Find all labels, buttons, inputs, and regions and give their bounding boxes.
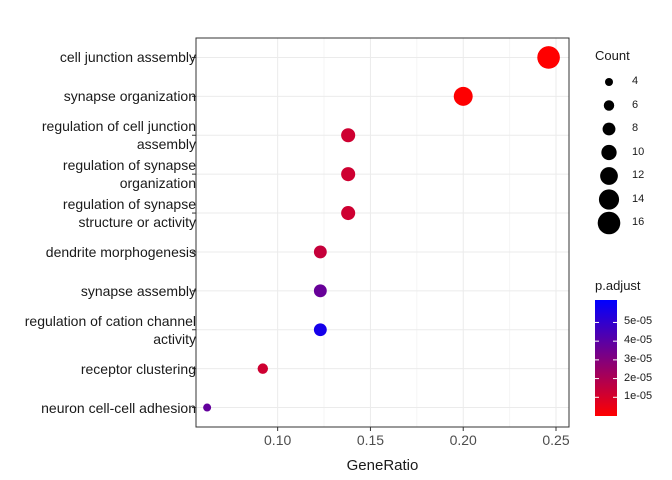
color-legend-label: 2e-05 (624, 371, 653, 384)
size-legend-key (597, 211, 621, 235)
size-legend-key (601, 144, 617, 161)
size-legend-label: 8 (632, 122, 639, 134)
x-tick-label: 0.25 (542, 432, 570, 448)
data-point (313, 245, 327, 259)
y-tick-label: synapse assembly (80, 282, 196, 299)
size-legend-label: 10 (632, 145, 645, 158)
data-point (313, 323, 327, 337)
x-tick-label: 0.10 (264, 432, 292, 448)
y-tick-label: regulation of cell junction assembly (41, 118, 196, 153)
data-point (203, 403, 212, 412)
y-tick-label: neuron cell-cell adhesion (41, 399, 196, 416)
color-bar (595, 300, 617, 416)
data-point (341, 206, 356, 221)
size-legend-label: 6 (632, 98, 639, 111)
y-tick-label: regulation of synapse structure or activ… (62, 196, 196, 231)
grid-lines (196, 38, 569, 427)
data-point (537, 46, 560, 69)
x-axis-title: GeneRatio (346, 457, 419, 474)
color-legend-title: p.adjust (595, 278, 641, 293)
y-tick-label: receptor clustering (80, 360, 196, 377)
y-tick-label: dendrite morphogenesis (45, 243, 196, 260)
color-bar-ticks (595, 321, 617, 398)
color-legend-label: 1e-05 (624, 390, 653, 403)
size-legend-label: 12 (632, 169, 645, 181)
color-legend-label: 5e-05 (624, 315, 653, 328)
size-legend-label: 14 (632, 192, 645, 205)
size-legend-keys (597, 78, 621, 235)
size-legend-key (602, 122, 616, 136)
color-legend-label: 3e-05 (624, 352, 653, 365)
color-legend-label: 4e-05 (624, 334, 653, 347)
x-tick-label: 0.15 (356, 432, 385, 448)
data-point (313, 284, 327, 298)
size-legend-key (603, 100, 615, 111)
x-tick-label: 0.20 (449, 432, 477, 448)
data-point (341, 128, 356, 143)
size-legend-label: 4 (632, 75, 639, 87)
panel-border (195, 37, 570, 428)
y-tick-label: cell junction assembly (59, 49, 196, 66)
data-point (453, 86, 473, 106)
data-points (203, 46, 560, 412)
size-legend-key (605, 78, 613, 86)
y-tick-label: regulation of synapse organization (62, 157, 196, 192)
size-legend-key (598, 189, 620, 210)
data-point (341, 167, 356, 182)
size-legend-title: Count (595, 48, 630, 63)
data-point (257, 363, 269, 374)
axis-ticks (192, 56, 557, 431)
size-legend-label: 16 (632, 216, 645, 228)
y-tick-label: regulation of cation channel activity (24, 312, 196, 347)
y-tick-label: synapse organization (63, 88, 196, 105)
size-legend-key (600, 167, 618, 185)
